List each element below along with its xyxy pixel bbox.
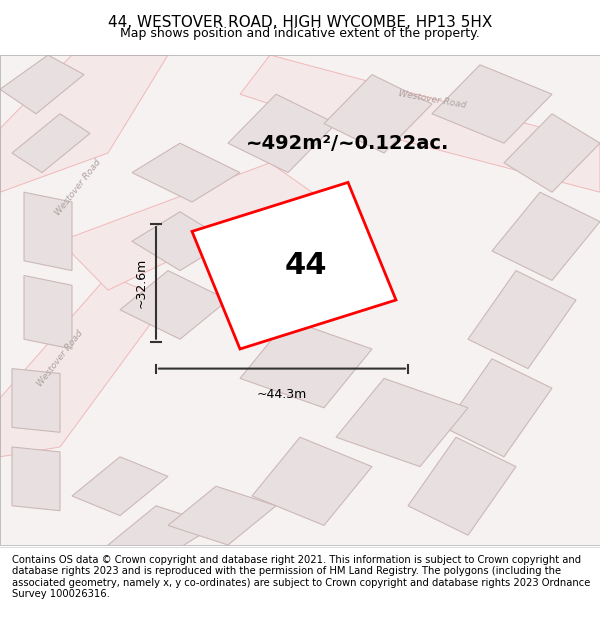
Polygon shape bbox=[0, 276, 168, 457]
Polygon shape bbox=[192, 182, 396, 349]
Text: Westover Road: Westover Road bbox=[35, 329, 85, 389]
Polygon shape bbox=[324, 74, 432, 153]
Text: 44, WESTOVER ROAD, HIGH WYCOMBE, HP13 5HX: 44, WESTOVER ROAD, HIGH WYCOMBE, HP13 5H… bbox=[108, 16, 492, 31]
Polygon shape bbox=[24, 192, 72, 271]
Polygon shape bbox=[60, 162, 312, 290]
Polygon shape bbox=[252, 438, 372, 526]
Polygon shape bbox=[468, 271, 576, 369]
Polygon shape bbox=[108, 506, 216, 555]
Text: ~32.6m: ~32.6m bbox=[134, 258, 148, 308]
Polygon shape bbox=[240, 319, 372, 408]
Polygon shape bbox=[0, 55, 168, 192]
Text: Westover Road: Westover Road bbox=[53, 158, 103, 217]
Polygon shape bbox=[24, 276, 72, 349]
Polygon shape bbox=[168, 486, 276, 545]
Text: ~492m²/~0.122ac.: ~492m²/~0.122ac. bbox=[247, 134, 449, 152]
Polygon shape bbox=[120, 271, 228, 339]
Text: Contains OS data © Crown copyright and database right 2021. This information is : Contains OS data © Crown copyright and d… bbox=[12, 554, 590, 599]
Polygon shape bbox=[12, 114, 90, 172]
Polygon shape bbox=[504, 114, 600, 192]
Polygon shape bbox=[408, 438, 516, 535]
Text: ~44.3m: ~44.3m bbox=[257, 388, 307, 401]
Polygon shape bbox=[336, 378, 468, 467]
Polygon shape bbox=[132, 212, 228, 271]
Text: Map shows position and indicative extent of the property.: Map shows position and indicative extent… bbox=[120, 27, 480, 39]
Polygon shape bbox=[12, 369, 60, 432]
Polygon shape bbox=[228, 94, 336, 172]
Polygon shape bbox=[72, 457, 168, 516]
Polygon shape bbox=[240, 55, 600, 192]
Polygon shape bbox=[432, 65, 552, 143]
Polygon shape bbox=[0, 55, 84, 114]
Polygon shape bbox=[444, 359, 552, 457]
Text: Westover Road: Westover Road bbox=[397, 89, 467, 109]
Polygon shape bbox=[12, 447, 60, 511]
Polygon shape bbox=[132, 143, 240, 202]
Text: 44: 44 bbox=[285, 251, 327, 280]
Polygon shape bbox=[492, 192, 600, 281]
